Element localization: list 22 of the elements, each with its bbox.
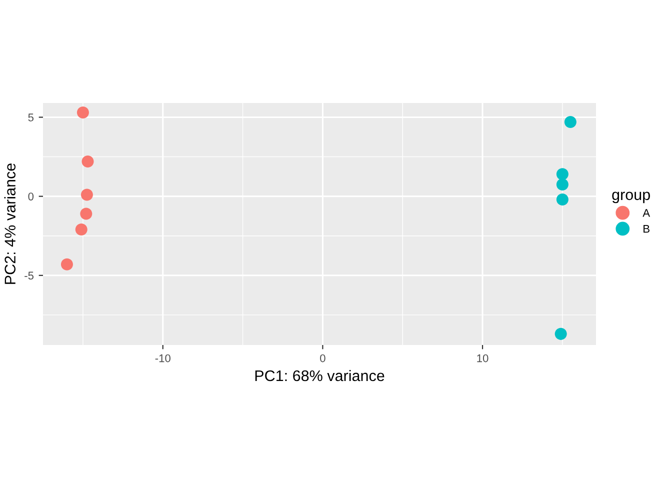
y-tick-label: 0 bbox=[28, 192, 34, 200]
point bbox=[556, 193, 568, 206]
x-tick-label: -10 bbox=[155, 354, 170, 362]
point bbox=[76, 106, 89, 119]
x-tick-label: 0 bbox=[320, 354, 326, 362]
legend-label: A bbox=[642, 209, 650, 217]
y-tick-label: 5 bbox=[28, 114, 34, 122]
legend-label: B bbox=[644, 224, 650, 233]
x-axis-title: PC1: 68% variance bbox=[255, 370, 384, 382]
y-tick-label: -5 bbox=[24, 272, 34, 280]
point bbox=[82, 156, 94, 168]
point bbox=[60, 258, 73, 270]
x-tick-label: 10 bbox=[477, 354, 488, 362]
y-axis-title: PC2: 4% variance bbox=[4, 164, 16, 284]
point bbox=[554, 328, 567, 340]
point bbox=[75, 224, 88, 236]
point bbox=[80, 208, 92, 220]
point bbox=[80, 188, 93, 201]
point bbox=[556, 168, 568, 180]
point bbox=[556, 178, 568, 190]
legend-title: group bbox=[612, 192, 650, 204]
point bbox=[564, 116, 576, 128]
